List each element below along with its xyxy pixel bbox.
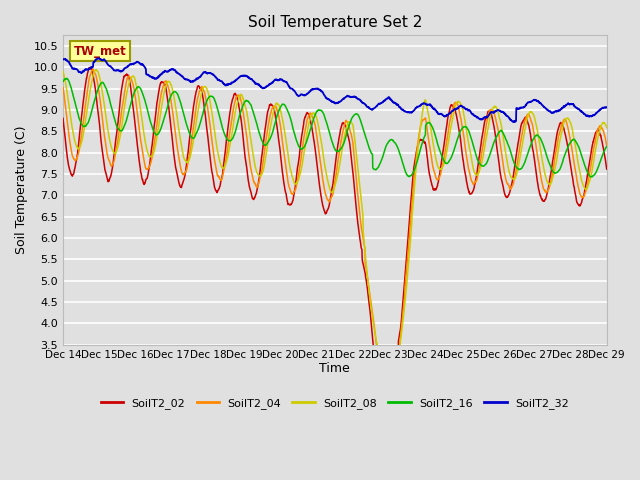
Y-axis label: Soil Temperature (C): Soil Temperature (C) [15,126,28,254]
Legend: SoilT2_02, SoilT2_04, SoilT2_08, SoilT2_16, SoilT2_32: SoilT2_02, SoilT2_04, SoilT2_08, SoilT2_… [96,394,573,413]
Title: Soil Temperature Set 2: Soil Temperature Set 2 [248,15,422,30]
Text: TW_met: TW_met [74,45,127,58]
X-axis label: Time: Time [319,362,350,375]
